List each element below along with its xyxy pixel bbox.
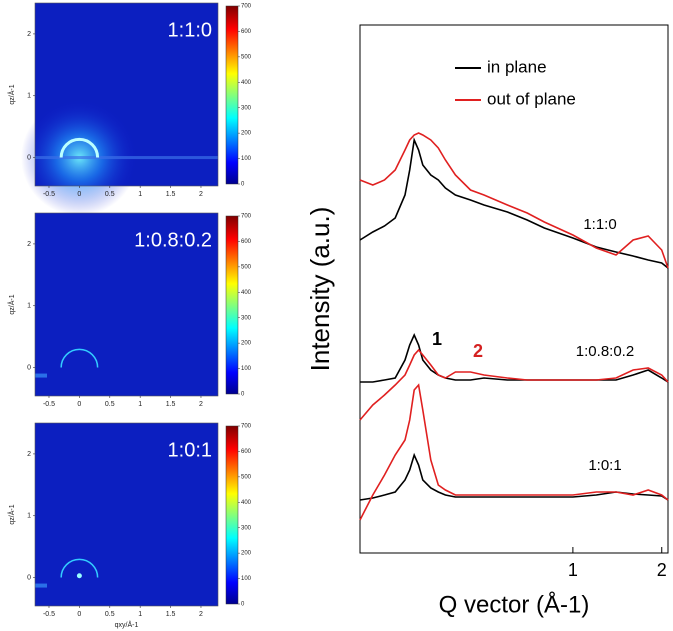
y-tick-label: 1 — [27, 513, 31, 520]
y-tick-label: 0 — [27, 364, 31, 371]
y-axis-label: Intensity (a.u.) — [305, 207, 335, 372]
x-axis-label: qxy/Å-1 — [115, 620, 139, 629]
colorbar-tick-label: 0 — [241, 182, 245, 188]
colorbar-tick-label: 100 — [241, 156, 252, 162]
colorbar-tick-label: 500 — [241, 474, 252, 480]
x-tick-label: 2 — [199, 611, 203, 618]
x-tick-label: 1.5 — [166, 401, 176, 408]
y-tick-label: 2 — [27, 241, 31, 248]
spot — [76, 573, 82, 579]
colorbar-tick-label: 300 — [241, 315, 252, 321]
ring — [60, 558, 99, 578]
x-tick-label: 0 — [77, 191, 81, 198]
sample-label: 1:0.8:0.2 — [576, 343, 634, 360]
beam-streak — [35, 156, 218, 160]
colorbar-tick-label: 600 — [241, 29, 252, 35]
y-tick-label: 1 — [27, 93, 31, 100]
x-tick-label: 2 — [199, 401, 203, 408]
x-tick-label: 1 — [138, 611, 142, 618]
y-tick-label: 2 — [27, 451, 31, 458]
colorbar-tick-label: 100 — [241, 576, 252, 582]
x-tick-label: 1 — [138, 191, 142, 198]
colorbar-tick-label: 200 — [241, 131, 252, 137]
colorbar-tick-label: 500 — [241, 54, 252, 60]
x-tick-label: 0 — [77, 401, 81, 408]
legend-label: in plane — [487, 57, 547, 76]
peak-annotation: 1 — [432, 329, 442, 349]
sample-label: 1:1:0 — [168, 19, 212, 41]
intensity-curve — [359, 348, 669, 421]
y-tick-label: 0 — [27, 154, 31, 161]
colorbar-tick-label: 700 — [241, 4, 252, 10]
intensity-curve — [359, 137, 669, 269]
y-tick-label: 0 — [27, 574, 31, 581]
beam-stop — [35, 583, 47, 588]
intensity-curve — [360, 333, 669, 383]
x-tick-label: 1 — [568, 560, 578, 580]
x-tick-label: 1.5 — [166, 611, 176, 618]
colorbar-tick-label: 200 — [241, 341, 252, 347]
x-tick-label: 2 — [657, 560, 667, 580]
x-tick-label: 1 — [138, 401, 142, 408]
x-tick-label: 0.5 — [105, 191, 115, 198]
ring — [60, 348, 99, 368]
y-tick-label: 2 — [27, 31, 31, 38]
sample-label: 1:1:0 — [583, 216, 616, 233]
x-axis-label: Q vector (Å-1) — [439, 590, 590, 618]
x-tick-label: -0.5 — [43, 611, 55, 618]
colorbar-tick-label: 0 — [241, 392, 245, 398]
x-tick-label: -0.5 — [43, 191, 55, 198]
x-tick-label: -0.5 — [43, 401, 55, 408]
colorbar-tick-label: 200 — [241, 551, 252, 557]
x-tick-label: 0 — [77, 611, 81, 618]
plot-frame — [359, 24, 669, 554]
ring — [59, 137, 100, 158]
colorbar-tick-label: 300 — [241, 105, 252, 111]
x-tick-label: 0.5 — [105, 611, 115, 618]
colorbar — [225, 425, 239, 605]
legend-label: out of plane — [487, 89, 576, 108]
colorbar-tick-label: 400 — [241, 80, 252, 86]
beam-stop — [35, 373, 47, 378]
image-frame — [34, 212, 219, 397]
x-tick-label: 1.5 — [166, 191, 176, 198]
detector-image — [35, 213, 218, 396]
y-tick-label: 1 — [27, 303, 31, 310]
colorbar-tick-label: 700 — [241, 424, 252, 430]
colorbar-tick-label: 100 — [241, 366, 252, 372]
image-frame — [34, 422, 219, 607]
colorbar-tick-label: 700 — [241, 214, 252, 220]
colorbar-tick-label: 400 — [241, 290, 252, 296]
x-tick-label: 2 — [199, 191, 203, 198]
colorbar-tick-label: 0 — [241, 602, 245, 608]
x-tick-label: 0.5 — [105, 401, 115, 408]
colorbar-tick-label: 600 — [241, 239, 252, 245]
colorbar-tick-label: 600 — [241, 449, 252, 455]
y-axis-label: qz/Å-1 — [7, 84, 16, 104]
sample-label: 1:0:1 — [168, 439, 212, 461]
y-axis-label: qz/Å-1 — [7, 504, 16, 524]
image-frame — [34, 2, 219, 187]
y-axis-label: qz/Å-1 — [7, 294, 16, 314]
colorbar — [225, 215, 239, 395]
colorbar-tick-label: 500 — [241, 264, 252, 270]
peak-annotation: 2 — [473, 341, 483, 361]
sample-label: 1:0.8:0.2 — [134, 229, 212, 251]
detector-image — [35, 423, 218, 606]
intensity-curve — [359, 383, 669, 521]
colorbar — [225, 5, 239, 185]
intensity-curve — [359, 132, 669, 269]
colorbar-tick-label: 300 — [241, 525, 252, 531]
sample-label: 1:0:1 — [588, 457, 621, 474]
colorbar-tick-label: 400 — [241, 500, 252, 506]
